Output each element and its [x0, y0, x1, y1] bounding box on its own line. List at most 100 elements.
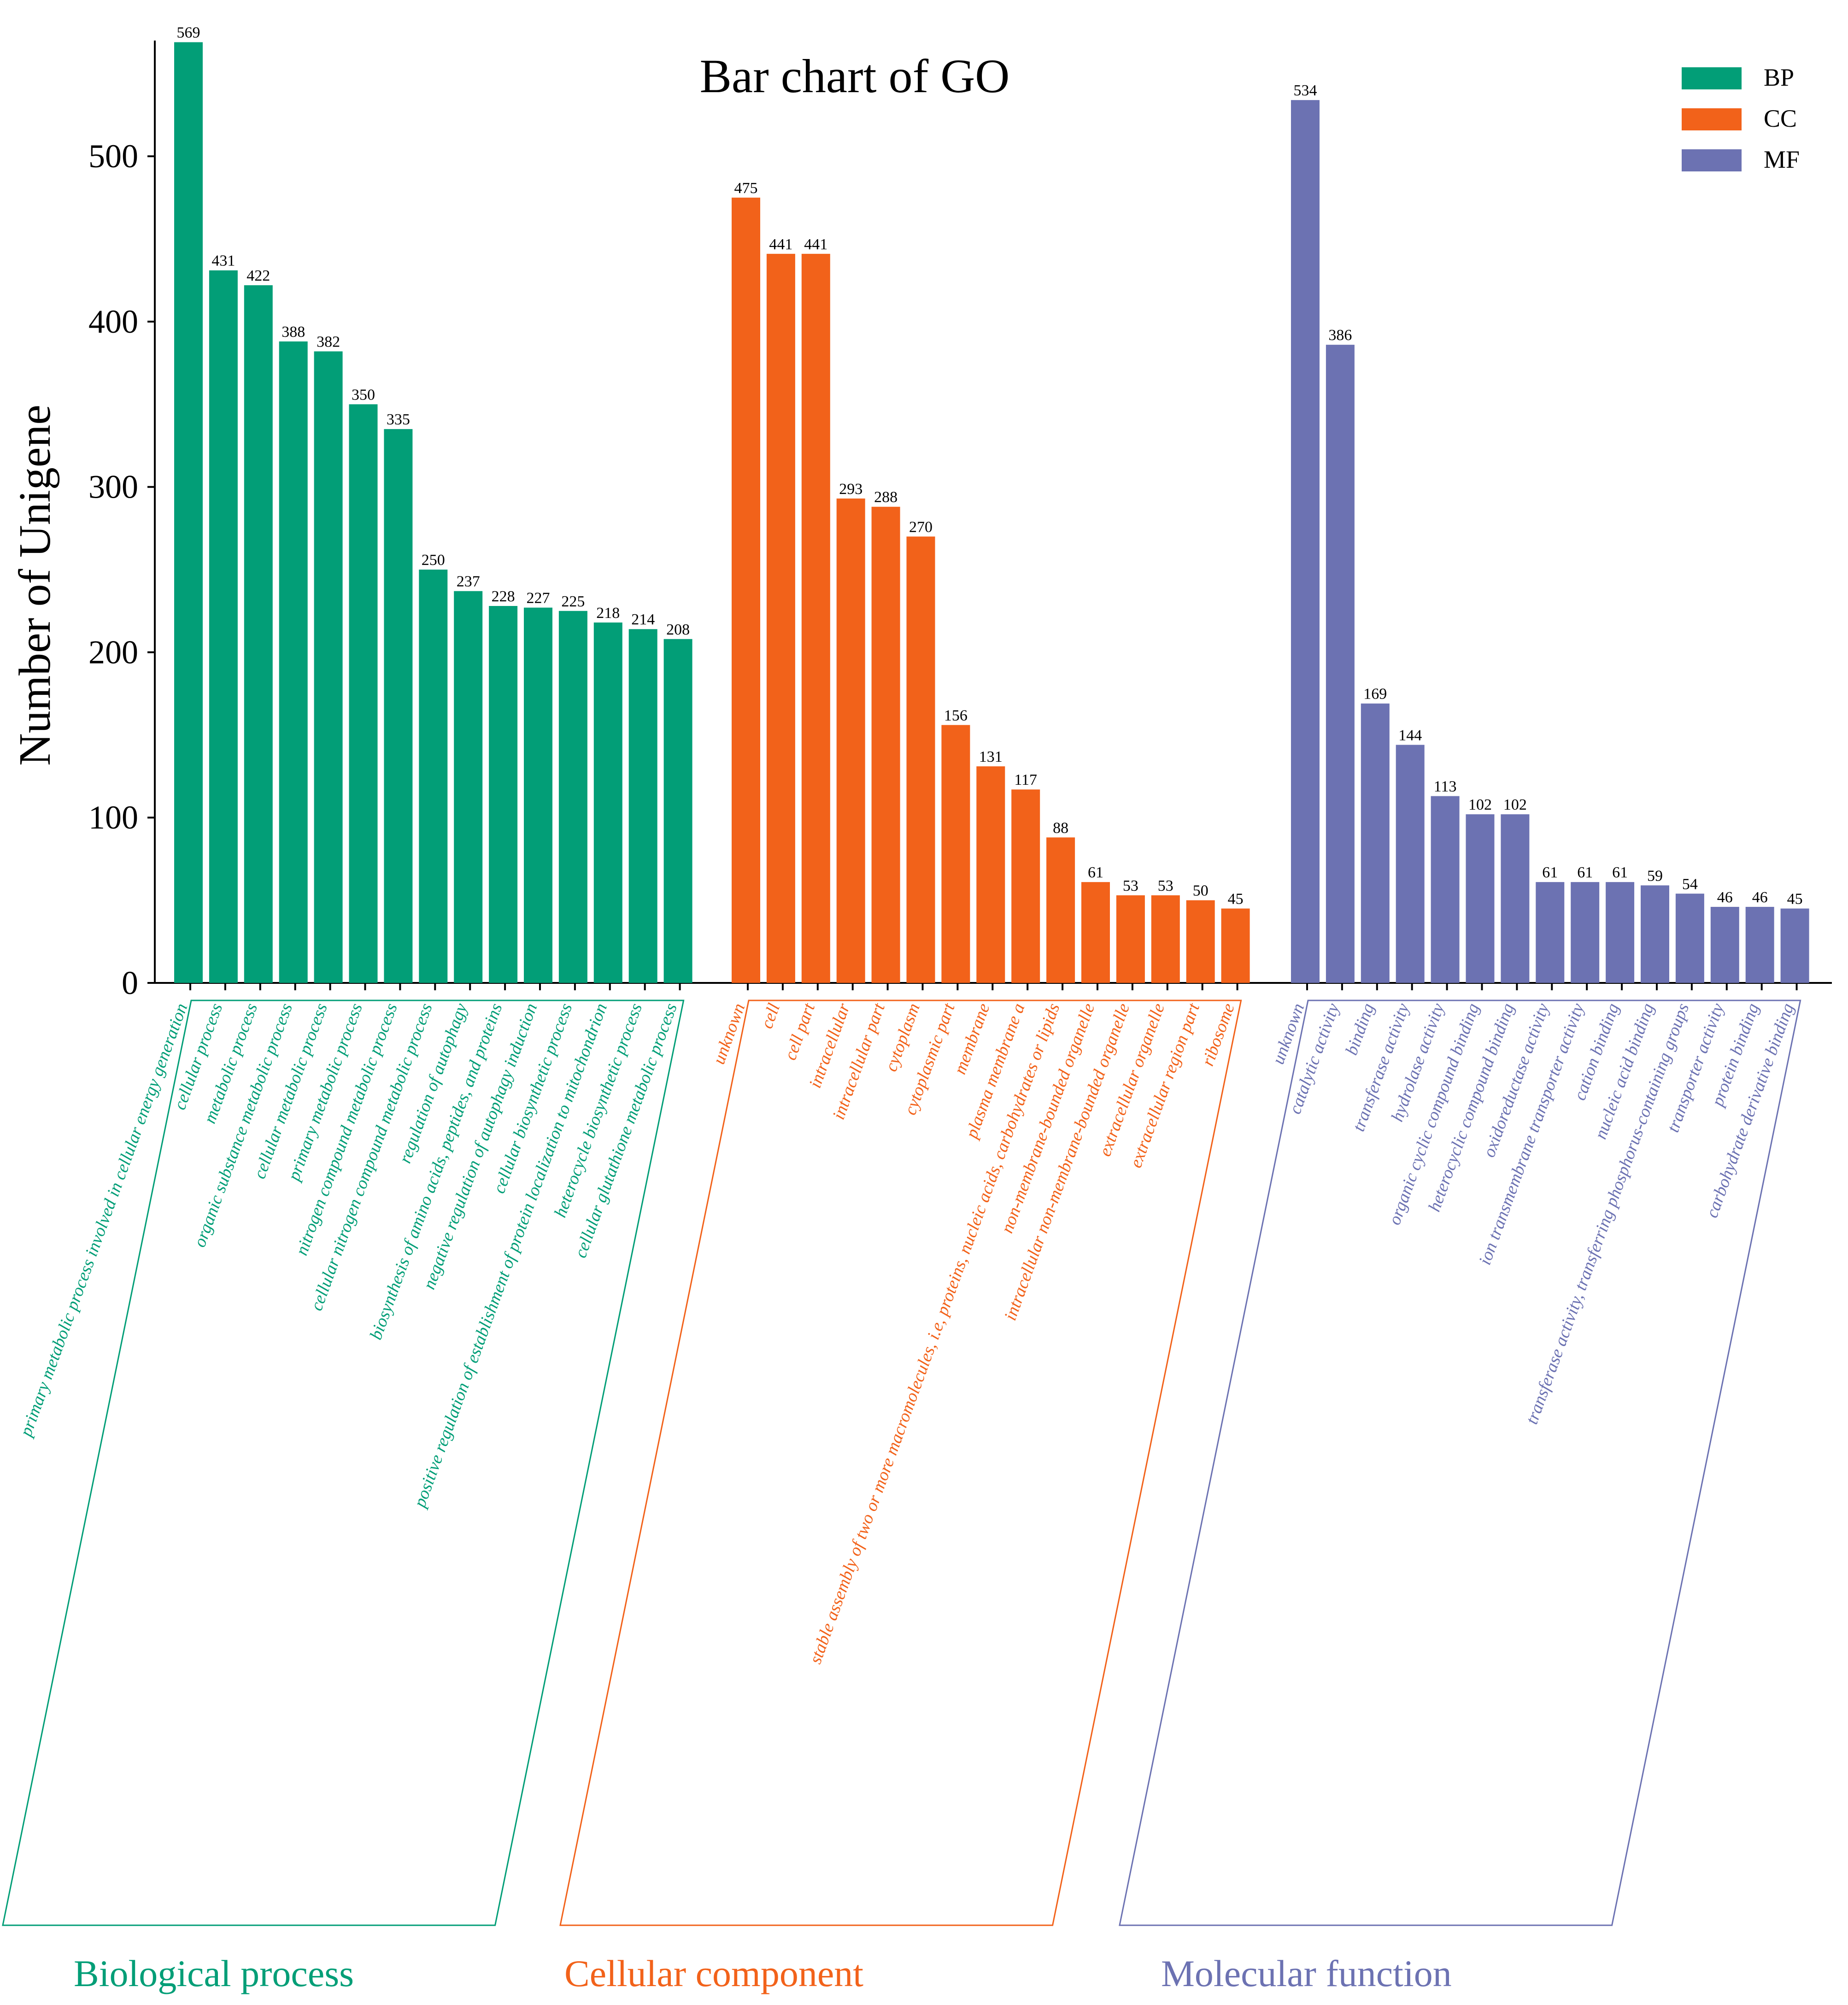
- bar: [1326, 345, 1355, 983]
- bar: [1745, 906, 1774, 983]
- bar-value-label: 569: [177, 24, 200, 41]
- bar: [766, 253, 795, 983]
- bar: [1466, 814, 1495, 983]
- y-ticks: 0 100 200 300 400 500: [88, 138, 155, 1001]
- bar-value-label: 388: [282, 323, 305, 341]
- bar-value-label: 350: [352, 386, 375, 403]
- bar-value-label: 54: [1682, 876, 1698, 893]
- bar: [314, 351, 343, 983]
- bar-value-label: 218: [596, 605, 620, 622]
- bar-value-label: 61: [1612, 864, 1628, 881]
- bar-value-label: 61: [1088, 864, 1103, 881]
- bar: [836, 498, 865, 983]
- category-label: binding: [1342, 1001, 1378, 1058]
- bar-value-label: 169: [1363, 686, 1387, 703]
- group-title: Molecular function: [1161, 1952, 1452, 1994]
- bar: [174, 42, 203, 983]
- bar: [1780, 908, 1809, 983]
- bar: [1641, 885, 1669, 983]
- y-axis-title: Number of Unigene: [10, 405, 60, 766]
- bar: [244, 285, 273, 983]
- bar-value-label: 208: [666, 621, 690, 638]
- legend-label: MF: [1764, 146, 1800, 173]
- bar: [419, 570, 448, 983]
- category-label: cell: [757, 1001, 784, 1031]
- legend-swatch: [1682, 149, 1742, 171]
- legend-item-cc: CC: [1682, 105, 1797, 132]
- bar: [1571, 882, 1600, 983]
- bar-value-label: 131: [979, 748, 1003, 765]
- bar: [801, 253, 830, 983]
- bar: [1396, 745, 1425, 983]
- category-label: cell part: [780, 1000, 819, 1063]
- bar-value-label: 250: [422, 552, 445, 569]
- legend-label: BP: [1764, 64, 1794, 91]
- bar-value-label: 46: [1752, 889, 1768, 906]
- bar-value-label: 45: [1228, 891, 1244, 908]
- plot-area: 569 primary metabolic process involved in…: [2, 24, 1809, 1994]
- bar-value-label: 46: [1717, 889, 1733, 906]
- bar-value-label: 156: [944, 707, 968, 724]
- bar: [1046, 837, 1075, 983]
- bar: [906, 536, 935, 983]
- bar: [454, 591, 483, 983]
- y-tick-label: 0: [122, 964, 138, 1001]
- bar: [871, 506, 900, 983]
- y-tick-label: 200: [88, 634, 138, 670]
- category-label: ribosome: [1198, 1001, 1238, 1069]
- bar: [593, 622, 622, 983]
- category-label: unknown: [709, 1001, 749, 1067]
- bar-value-label: 50: [1193, 882, 1209, 900]
- bar: [349, 404, 378, 983]
- legend-swatch: [1682, 67, 1742, 89]
- group-bracket: [559, 1000, 1242, 1926]
- bar: [1186, 900, 1215, 983]
- category-label: unknown: [1268, 1001, 1308, 1067]
- group-bracket: [1119, 1000, 1801, 1926]
- legend: BP CC MF: [1682, 64, 1800, 173]
- bar-value-label: 288: [874, 489, 898, 506]
- y-tick-label: 300: [88, 469, 138, 506]
- bar-value-label: 270: [909, 518, 933, 535]
- bar-value-label: 228: [492, 588, 515, 605]
- bar: [1675, 894, 1704, 983]
- bar-value-label: 422: [246, 267, 270, 284]
- bar-value-label: 441: [804, 236, 827, 253]
- bar: [1536, 882, 1565, 983]
- bar-value-label: 441: [769, 236, 792, 253]
- bar-value-label: 117: [1014, 771, 1037, 788]
- bar: [628, 629, 657, 983]
- bar: [1431, 796, 1460, 983]
- bar: [1011, 789, 1040, 983]
- bar: [1116, 895, 1145, 983]
- bar: [489, 606, 518, 983]
- y-tick-label: 500: [88, 138, 138, 175]
- bar-value-label: 475: [734, 180, 758, 197]
- category-label: primary metabolic process involved in ce…: [16, 1001, 191, 1441]
- bar: [1501, 814, 1530, 983]
- bar-value-label: 102: [1503, 796, 1527, 813]
- bar: [976, 766, 1005, 983]
- bar-value-label: 53: [1123, 877, 1138, 894]
- bar: [1291, 100, 1320, 983]
- bar-value-label: 534: [1294, 82, 1317, 99]
- bar-value-label: 102: [1468, 796, 1492, 813]
- bar-value-label: 61: [1542, 864, 1558, 881]
- bar-value-label: 382: [317, 333, 340, 350]
- bar: [1151, 895, 1180, 983]
- bar-value-label: 225: [561, 593, 585, 610]
- bar-value-label: 214: [631, 611, 655, 628]
- bar: [732, 197, 760, 983]
- y-tick-label: 400: [88, 303, 138, 340]
- bar: [558, 611, 587, 983]
- group-title: Biological process: [74, 1952, 354, 1994]
- legend-swatch: [1682, 108, 1742, 130]
- group-title: Cellular component: [564, 1952, 863, 1994]
- bar: [1606, 882, 1635, 983]
- bar-value-label: 61: [1577, 864, 1593, 881]
- bar-value-label: 386: [1328, 327, 1352, 344]
- legend-item-mf: MF: [1682, 146, 1800, 173]
- bar: [384, 429, 413, 983]
- group-bracket: [2, 1000, 685, 1926]
